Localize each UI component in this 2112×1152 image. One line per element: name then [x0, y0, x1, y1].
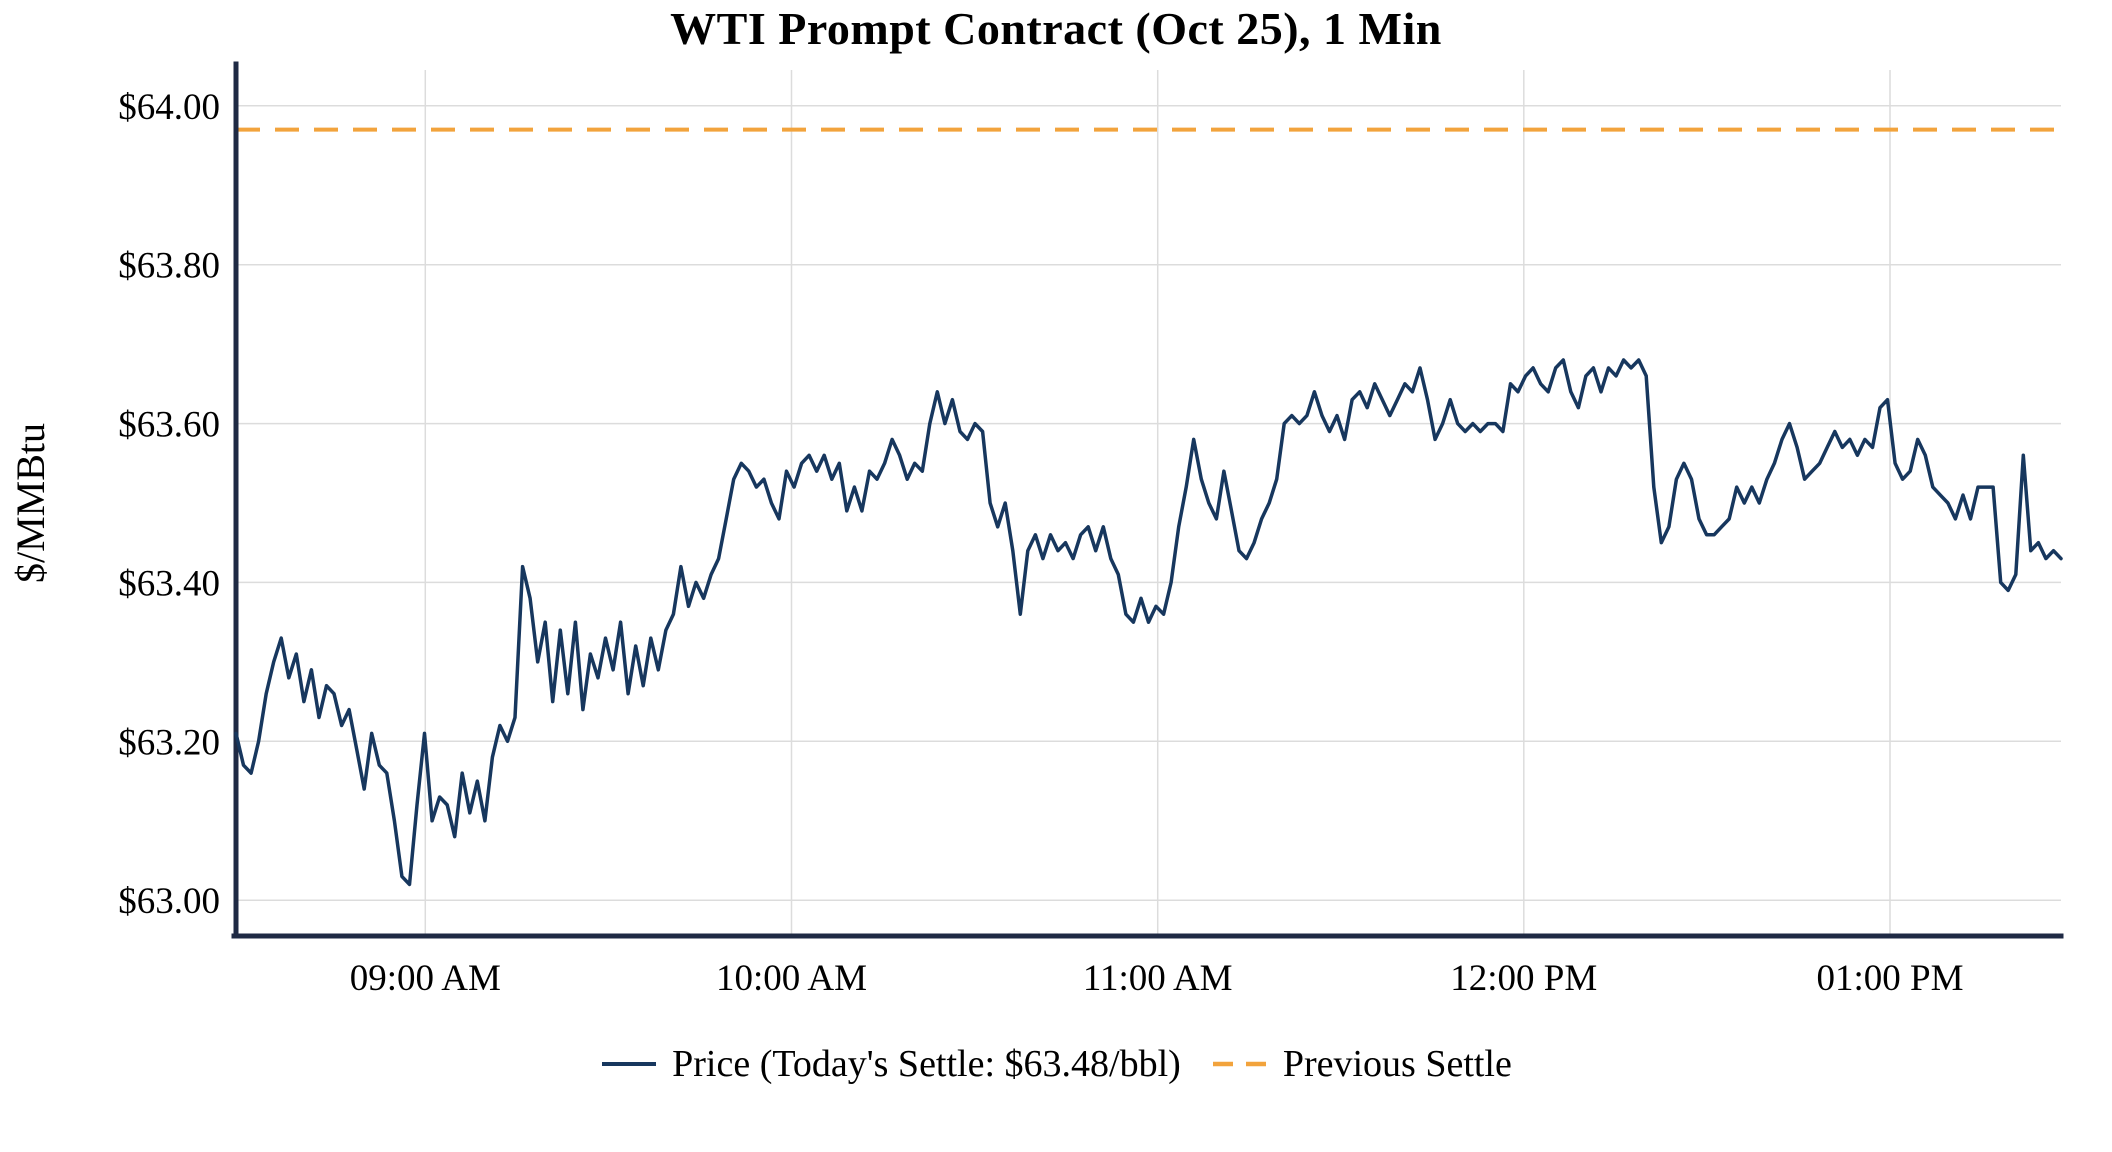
legend-item-previous-settle: Previous Settle [1211, 1042, 1512, 1086]
x-tick-label: 12:00 PM [1450, 958, 1597, 999]
y-tick-label: $63.40 [118, 563, 220, 604]
x-tick-label: 10:00 AM [716, 958, 867, 999]
chart-legend: Price (Today's Settle: $63.48/bbl) Previ… [0, 1042, 2112, 1086]
y-tick-label: $63.20 [118, 722, 220, 763]
y-tick-label: $63.60 [118, 405, 220, 446]
y-tick-label: $63.00 [118, 881, 220, 922]
price-chart-plot: $64.00 $63.80 $63.60 $63.40 $63.20 $63.00 09:0… [8, 61, 2064, 999]
price-line-sample [602, 1062, 657, 1066]
x-tick-label: 11:00 AM [1083, 958, 1233, 999]
legend-item-price: Price (Today's Settle: $63.48/bbl) [600, 1042, 1181, 1086]
x-tick-label: 09:00 AM [350, 958, 501, 999]
y-axis-label: $/MMBtu [8, 423, 53, 583]
x-tick-label: 01:00 PM [1816, 958, 1963, 999]
y-tick-label: $63.80 [118, 246, 220, 287]
price-line [234, 358, 2063, 887]
previous-settle-line-sample [1212, 1061, 1267, 1067]
legend-price-label: Price (Today's Settle: $63.48/bbl) [672, 1043, 1181, 1085]
y-tick-label: $64.00 [118, 87, 220, 128]
legend-previous-settle-label: Previous Settle [1282, 1043, 1512, 1085]
chart-title: WTI Prompt Contract (Oct 25), 1 Min [670, 3, 1442, 54]
